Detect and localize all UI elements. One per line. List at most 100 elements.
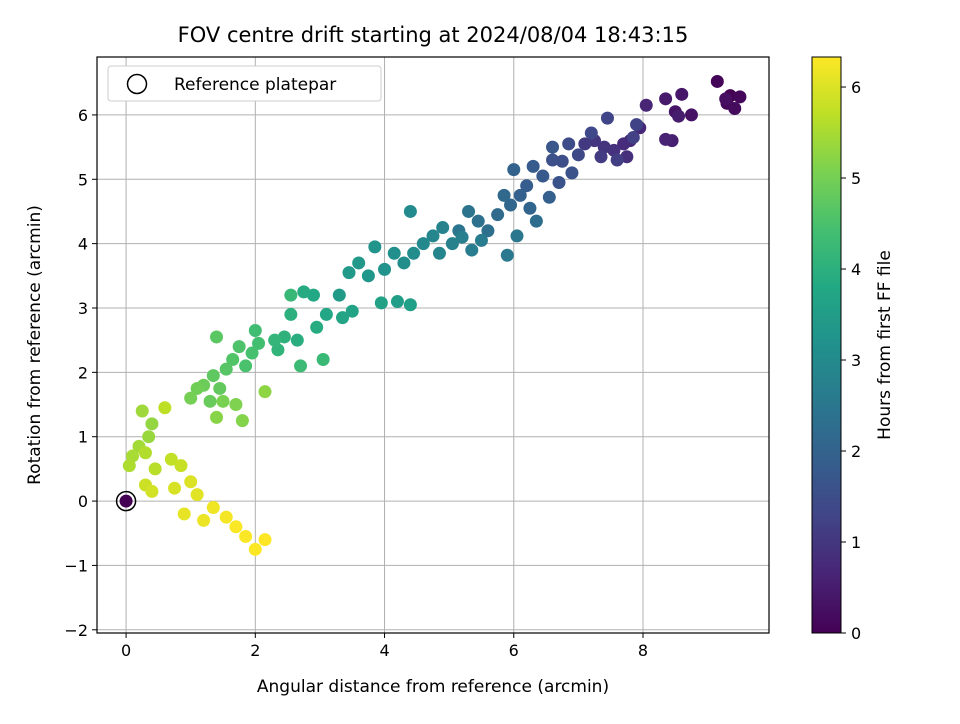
- data-point: [239, 529, 253, 543]
- data-point: [368, 240, 382, 254]
- data-point: [294, 359, 308, 373]
- data-point: [719, 92, 733, 106]
- data-point: [190, 381, 204, 395]
- data-point: [190, 488, 204, 502]
- x-axis-ticks: 0 2 4 6 8: [121, 633, 648, 660]
- data-point: [210, 410, 224, 424]
- data-point: [497, 188, 511, 202]
- data-point: [416, 237, 430, 251]
- colorbar: 0 1 2 3 4 5 6 Hours from first FF file: [811, 56, 895, 643]
- data-point: [184, 475, 198, 489]
- y-tick-label: 0: [78, 492, 88, 511]
- grid: [97, 57, 769, 633]
- legend: Reference platepar: [107, 65, 382, 102]
- data-point: [248, 542, 262, 556]
- data-point: [138, 446, 152, 460]
- y-tick-label: 5: [78, 170, 88, 189]
- data-point: [630, 118, 644, 132]
- data-point: [374, 296, 388, 310]
- data-point: [407, 246, 421, 260]
- data-point: [471, 214, 485, 228]
- data-point: [481, 224, 495, 238]
- data-point: [145, 417, 159, 431]
- y-tick-label: 3: [78, 299, 88, 318]
- data-point: [546, 153, 560, 167]
- data-point: [210, 330, 224, 344]
- reference-point: [119, 494, 133, 508]
- data-point: [258, 533, 272, 547]
- data-point: [284, 307, 298, 321]
- data-point: [206, 369, 220, 383]
- data-point: [536, 169, 550, 183]
- data-point: [513, 188, 527, 202]
- data-point: [432, 246, 446, 260]
- x-tick-label: 6: [509, 641, 519, 660]
- data-point: [552, 175, 566, 189]
- x-tick-label: 2: [250, 641, 260, 660]
- data-point: [546, 140, 560, 154]
- data-point: [316, 352, 330, 366]
- x-axis-label: Angular distance from reference (arcmin): [257, 677, 609, 697]
- data-point: [390, 295, 404, 309]
- legend-box: [107, 65, 382, 102]
- data-point: [168, 481, 182, 495]
- data-point: [235, 414, 249, 428]
- data-point: [239, 359, 253, 373]
- chart-title: FOV centre drift starting at 2024/08/04 …: [178, 23, 689, 47]
- data-point: [659, 132, 673, 146]
- data-point: [206, 501, 220, 515]
- data-point: [342, 266, 356, 280]
- data-point: [529, 214, 543, 228]
- data-point: [226, 352, 240, 366]
- data-point: [610, 153, 624, 167]
- data-point: [290, 333, 304, 347]
- data-point: [361, 269, 375, 283]
- data-point: [504, 198, 518, 212]
- data-point: [213, 381, 227, 395]
- data-point: [659, 92, 673, 106]
- data-point: [542, 190, 556, 204]
- y-tick-label: −2: [64, 621, 88, 640]
- x-tick-label: 8: [638, 641, 648, 660]
- data-point: [507, 163, 521, 177]
- data-point: [500, 248, 514, 262]
- data-point: [219, 362, 233, 376]
- y-axis-label: Rotation from reference (arcmin): [25, 205, 45, 485]
- legend-marker-icon: [126, 73, 148, 95]
- data-point: [403, 298, 417, 312]
- data-point: [184, 391, 198, 405]
- data-point: [403, 204, 417, 218]
- data-point: [203, 394, 217, 408]
- data-point: [562, 137, 576, 151]
- colorbar-tick-label: 4: [851, 260, 861, 279]
- data-point: [297, 285, 311, 299]
- y-tick-label: 6: [78, 106, 88, 125]
- data-point: [164, 452, 178, 466]
- legend-label: Reference platepar: [174, 75, 336, 95]
- data-point: [229, 520, 243, 534]
- data-point: [594, 150, 608, 164]
- data-point: [465, 243, 479, 257]
- data-point: [122, 459, 136, 473]
- data-point: [148, 462, 162, 476]
- data-point: [319, 307, 333, 321]
- data-point: [639, 98, 653, 112]
- data-point: [523, 201, 537, 215]
- y-tick-label: 1: [78, 428, 88, 447]
- data-point: [142, 430, 156, 444]
- data-point: [672, 109, 686, 123]
- data-point: [733, 90, 747, 104]
- plot-frame: [96, 56, 770, 634]
- data-point: [145, 484, 159, 498]
- data-point: [462, 204, 476, 218]
- colorbar-tick-label: 1: [851, 533, 861, 552]
- data-point: [526, 159, 540, 173]
- reference-marker: [115, 490, 137, 512]
- data-point: [710, 74, 724, 88]
- data-point: [436, 221, 450, 235]
- data-point: [310, 320, 324, 334]
- data-point: [675, 87, 689, 101]
- y-tick-label: 2: [78, 363, 88, 382]
